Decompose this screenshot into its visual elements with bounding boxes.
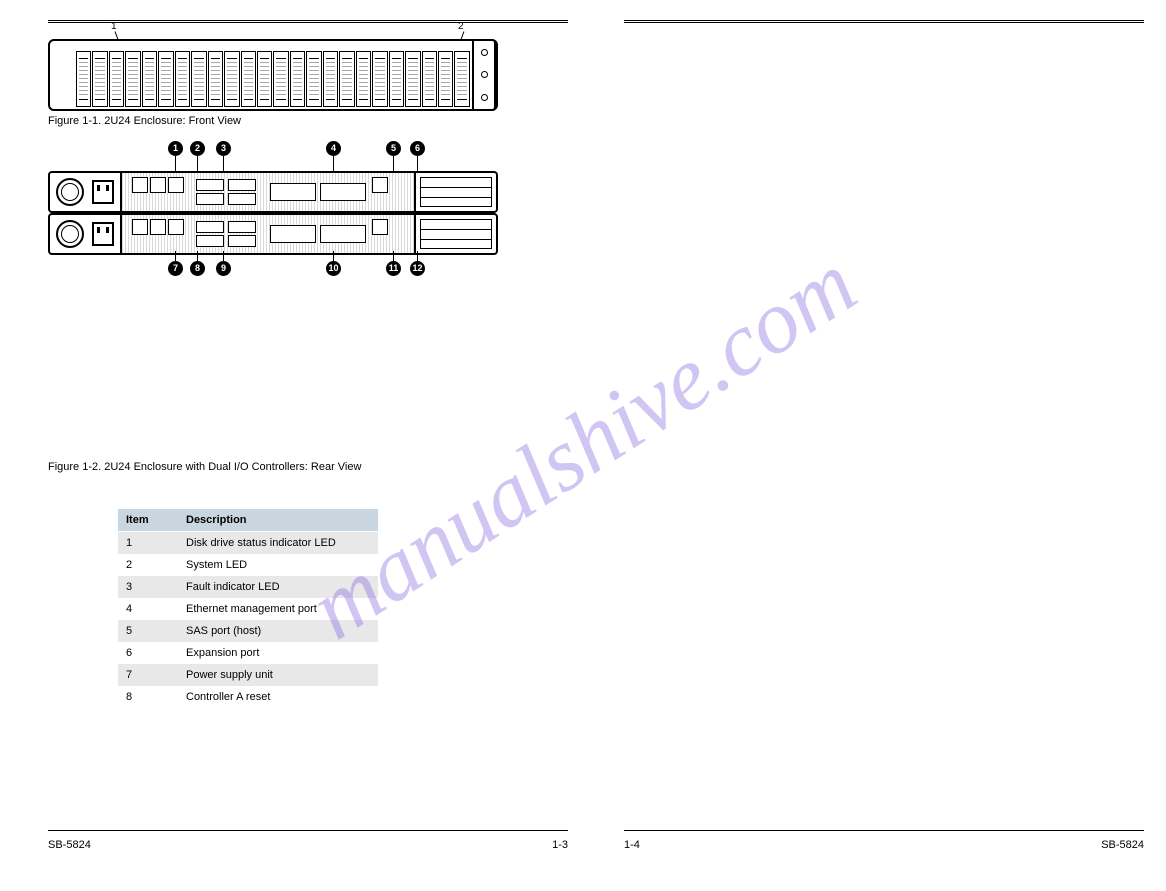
front-callout-1: 1	[111, 21, 117, 32]
page-footer: SB-5824 1-3	[48, 839, 568, 851]
callout-bubble: 5	[386, 141, 401, 156]
callout-lead	[197, 156, 198, 172]
drive-bay	[142, 51, 157, 107]
callout-bubble: 8	[190, 261, 205, 276]
expansion-slot	[414, 215, 496, 253]
drive-bay	[290, 51, 305, 107]
header-rule	[48, 20, 568, 23]
callout-bubble: 6	[410, 141, 425, 156]
figure-rear: 1 2 3 4 5 6	[48, 151, 498, 301]
drive-bay	[175, 51, 190, 107]
drive-bay	[191, 51, 206, 107]
drive-bay	[224, 51, 239, 107]
drive-bay	[257, 51, 272, 107]
drive-bay	[306, 51, 321, 107]
figure-front: 1 2	[48, 31, 498, 111]
callout-bubble: 10	[326, 261, 341, 276]
footer-rule	[624, 830, 1144, 831]
callout-bubble: 11	[386, 261, 401, 276]
callout-lead	[393, 156, 394, 172]
footer-rule	[48, 830, 568, 831]
psu	[50, 215, 122, 253]
drive-bay	[125, 51, 140, 107]
callout-lead	[223, 156, 224, 172]
table-row: 6Expansion port	[118, 642, 378, 664]
col-item: Item	[118, 509, 178, 532]
drive-bay	[208, 51, 223, 107]
figure-front-caption: Figure 1-1. 2U24 Enclosure: Front View	[48, 115, 568, 127]
drive-bay	[109, 51, 124, 107]
drive-bay	[158, 51, 173, 107]
footer-page: 1-4	[624, 839, 640, 851]
drive-bay	[92, 51, 107, 107]
drive-bay	[454, 51, 469, 107]
table-row: 5SAS port (host)	[118, 620, 378, 642]
drive-bays	[76, 51, 470, 107]
header-rule	[624, 20, 1144, 23]
table-row: 2System LED	[118, 554, 378, 576]
drive-bay	[372, 51, 387, 107]
callout-bubble: 1	[168, 141, 183, 156]
item-description-table: Item Description 1Disk drive status indi…	[118, 509, 378, 708]
col-desc: Description	[178, 509, 378, 532]
rear-controller-a	[48, 171, 498, 213]
expansion-slot	[414, 173, 496, 211]
callout-bubble: 3	[216, 141, 231, 156]
drive-bay	[422, 51, 437, 107]
drive-bay	[241, 51, 256, 107]
callout-lead	[417, 156, 418, 172]
controller	[122, 215, 414, 253]
drive-bay	[76, 51, 91, 107]
rack-ear-right	[472, 39, 496, 111]
drive-bay	[339, 51, 354, 107]
controller	[122, 173, 414, 211]
figure-rear-caption: Figure 1-2. 2U24 Enclosure with Dual I/O…	[48, 461, 568, 473]
chassis-front	[48, 39, 498, 111]
callout-lead	[333, 156, 334, 172]
drive-bay	[405, 51, 420, 107]
drive-bay	[438, 51, 453, 107]
table-row: 7Power supply unit	[118, 664, 378, 686]
callout-bubble: 4	[326, 141, 341, 156]
table-row: 1Disk drive status indicator LED	[118, 532, 378, 555]
drive-bay	[323, 51, 338, 107]
table-row: 8Controller A reset	[118, 686, 378, 708]
callout-bubble: 2	[190, 141, 205, 156]
page-footer: 1-4 SB-5824	[624, 839, 1144, 851]
footer-title: SB-5824	[1101, 839, 1144, 851]
page-left: Chapter 1 Overview 1 2	[48, 0, 568, 891]
drive-bay	[273, 51, 288, 107]
page-right: Chapter 1 Overview 1-4 SB-5824	[624, 0, 1144, 891]
table-row: 3Fault indicator LED	[118, 576, 378, 598]
callout-lead	[175, 156, 176, 172]
psu	[50, 173, 122, 211]
rear-controller-b	[48, 213, 498, 255]
footer-page: 1-3	[552, 839, 568, 851]
callout-bubble: 12	[410, 261, 425, 276]
drive-bay	[356, 51, 371, 107]
footer-title: SB-5824	[48, 839, 91, 851]
table-row: 4Ethernet management port	[118, 598, 378, 620]
drive-bay	[389, 51, 404, 107]
callout-bubble: 7	[168, 261, 183, 276]
callout-bubble: 9	[216, 261, 231, 276]
